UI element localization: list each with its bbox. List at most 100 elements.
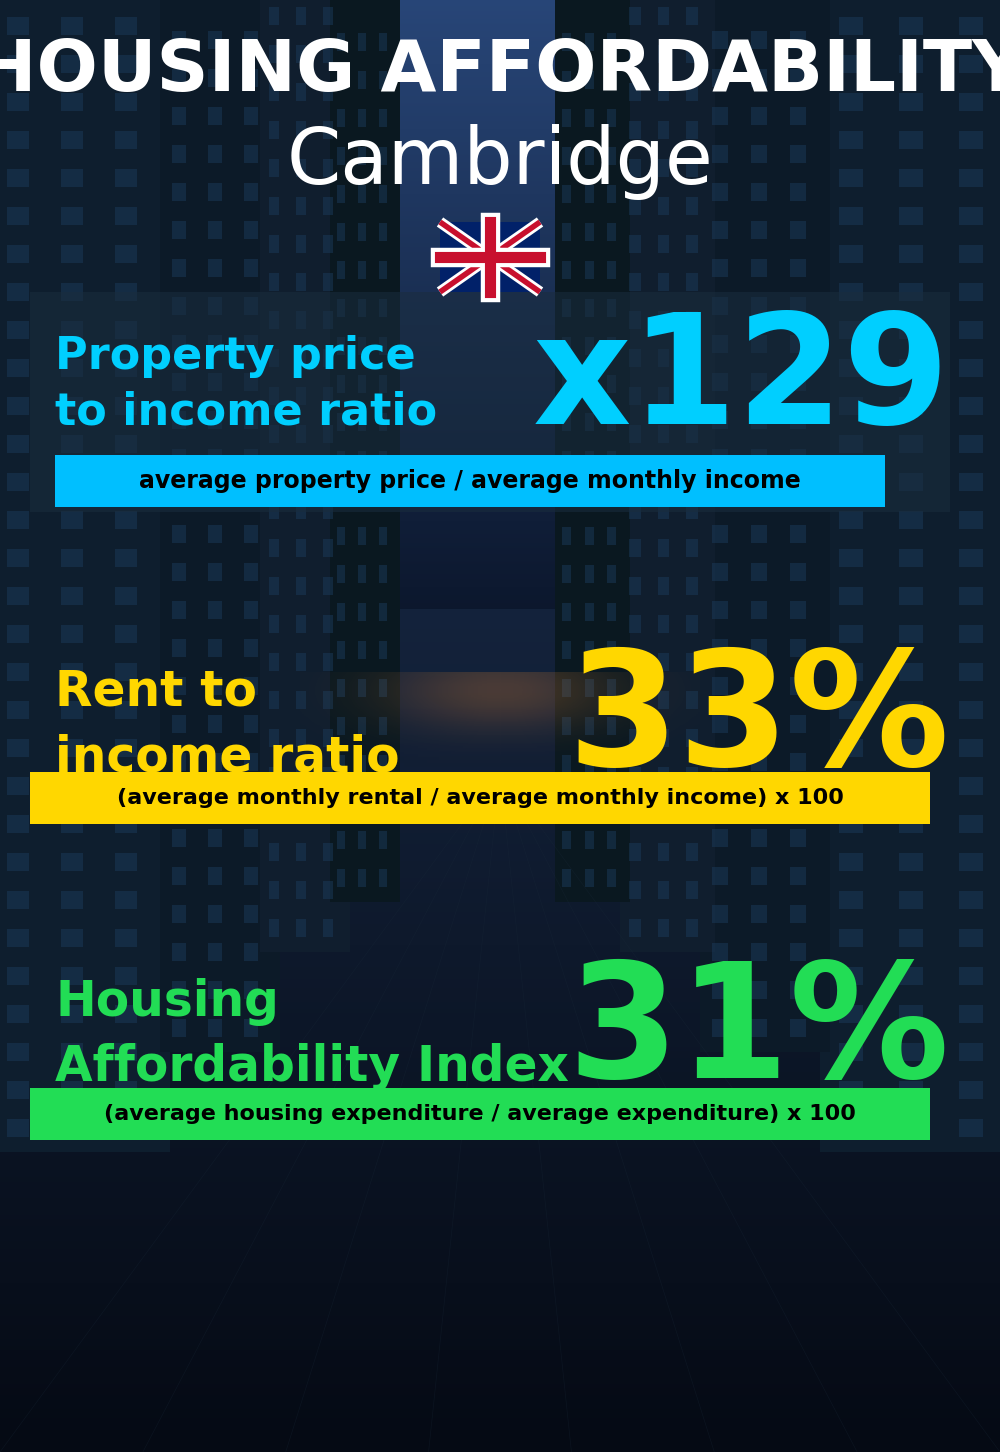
Bar (686, 7, 698, 25)
Bar (790, 526, 806, 543)
Bar (562, 71, 571, 89)
Bar (172, 107, 186, 125)
Bar (658, 691, 669, 709)
Bar (269, 160, 279, 177)
Bar (208, 258, 222, 277)
Bar (607, 831, 616, 849)
Bar (115, 967, 137, 984)
Bar (337, 793, 345, 812)
Bar (555, 0, 630, 902)
Bar (61, 624, 83, 643)
Bar (686, 804, 698, 823)
Bar (790, 335, 806, 353)
Bar (629, 273, 641, 290)
Bar (115, 55, 137, 73)
Bar (358, 33, 366, 51)
Bar (7, 1080, 29, 1099)
Bar (172, 714, 186, 733)
Bar (269, 576, 279, 595)
Bar (269, 83, 279, 102)
Bar (790, 298, 806, 315)
Bar (323, 273, 333, 290)
Bar (358, 489, 366, 507)
Bar (751, 905, 767, 923)
Bar (172, 601, 186, 619)
Bar (358, 337, 366, 354)
Bar (296, 197, 306, 215)
Bar (629, 576, 641, 595)
Bar (562, 33, 571, 51)
Bar (7, 436, 29, 453)
Bar (959, 852, 983, 871)
Bar (658, 539, 669, 558)
Bar (712, 145, 728, 163)
Bar (751, 221, 767, 240)
Bar (115, 892, 137, 909)
Bar (607, 527, 616, 544)
Bar (839, 168, 863, 187)
Bar (61, 17, 83, 35)
Bar (585, 224, 594, 241)
Bar (208, 791, 222, 809)
Bar (244, 829, 258, 847)
Bar (959, 624, 983, 643)
Bar (7, 511, 29, 529)
Bar (839, 701, 863, 719)
Bar (337, 831, 345, 849)
Bar (379, 565, 387, 584)
Bar (686, 83, 698, 102)
Bar (712, 867, 728, 886)
Bar (839, 359, 863, 378)
Bar (629, 653, 641, 671)
Bar (790, 183, 806, 200)
Bar (244, 563, 258, 581)
Bar (686, 919, 698, 937)
Bar (839, 1119, 863, 1137)
Bar (607, 640, 616, 659)
Bar (115, 131, 137, 150)
Bar (686, 121, 698, 139)
Bar (61, 131, 83, 150)
Bar (585, 299, 594, 317)
Bar (959, 396, 983, 415)
Text: to income ratio: to income ratio (55, 391, 437, 434)
Bar (629, 45, 641, 62)
Bar (337, 71, 345, 89)
Bar (115, 93, 137, 110)
Bar (379, 109, 387, 126)
Bar (115, 168, 137, 187)
Bar (244, 1019, 258, 1037)
Bar (658, 348, 669, 367)
Bar (379, 793, 387, 812)
Bar (172, 905, 186, 923)
Bar (751, 30, 767, 49)
Bar (269, 767, 279, 786)
Bar (959, 739, 983, 756)
Bar (959, 245, 983, 263)
Bar (358, 868, 366, 887)
Bar (323, 653, 333, 671)
Bar (61, 815, 83, 833)
Bar (55, 454, 885, 507)
Bar (358, 261, 366, 279)
Bar (712, 791, 728, 809)
Bar (379, 375, 387, 393)
Bar (658, 197, 669, 215)
Bar (959, 283, 983, 301)
Bar (790, 754, 806, 771)
Bar (337, 527, 345, 544)
Bar (839, 473, 863, 491)
Bar (899, 396, 923, 415)
Bar (269, 616, 279, 633)
Bar (607, 868, 616, 887)
Bar (7, 739, 29, 756)
Bar (751, 107, 767, 125)
Bar (959, 131, 983, 150)
Bar (658, 388, 669, 405)
Bar (30, 772, 930, 823)
Bar (379, 831, 387, 849)
Bar (337, 184, 345, 203)
Bar (751, 258, 767, 277)
Bar (629, 767, 641, 786)
Bar (686, 273, 698, 290)
